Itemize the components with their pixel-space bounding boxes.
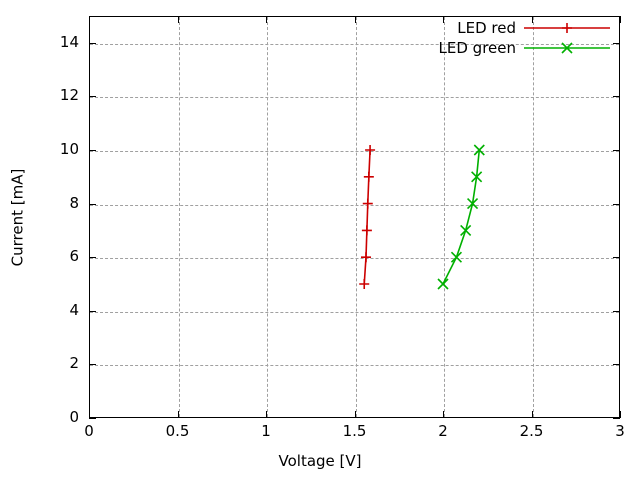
legend-item-label: LED green	[438, 39, 516, 57]
gridline-vertical	[267, 17, 268, 417]
legend-sample-graphic	[524, 42, 610, 54]
y-axis-title: Current [mA]	[8, 168, 27, 267]
x-tick-mark	[354, 16, 356, 23]
legend-item: LED red	[400, 18, 610, 38]
x-tick-label: 2.5	[519, 422, 544, 440]
y-tick-mark	[613, 418, 620, 419]
gridline-vertical	[532, 17, 534, 417]
y-tick-mark	[89, 418, 96, 419]
legend: LED red LED green	[400, 18, 610, 58]
y-tick-mark	[613, 150, 620, 151]
x-tick-mark	[531, 411, 533, 418]
y-tick-label: 8	[69, 193, 79, 212]
gridline-horizontal	[90, 365, 619, 367]
x-tick-label: 1.5	[342, 422, 367, 440]
y-tick-mark	[613, 203, 620, 205]
x-tick-mark	[89, 411, 90, 418]
y-tick-label: 14	[59, 32, 79, 51]
gridline-horizontal	[90, 311, 619, 313]
x-tick-label: 0	[84, 422, 94, 440]
gridline-horizontal	[90, 151, 619, 152]
gridline-vertical	[444, 17, 445, 417]
legend-sample-graphic	[524, 23, 610, 33]
y-tick-label: 4	[69, 300, 79, 319]
y-tick-label: 0	[69, 408, 79, 426]
x-tick-mark	[266, 411, 267, 418]
x-tick-label: 1	[261, 422, 271, 440]
x-tick-mark	[620, 16, 621, 23]
y-tick-mark	[89, 257, 96, 259]
y-tick-mark	[613, 42, 620, 44]
x-tick-mark	[89, 16, 90, 23]
y-tick-mark	[613, 310, 620, 312]
y-tick-mark	[613, 96, 620, 98]
y-tick-mark	[89, 150, 96, 151]
y-tick-mark	[89, 42, 96, 44]
y-tick-mark	[613, 364, 620, 366]
y-tick-label: 6	[69, 247, 79, 266]
y-tick-label: 2	[69, 354, 79, 373]
x-tick-mark	[177, 16, 179, 23]
x-tick-mark	[443, 411, 444, 418]
x-tick-mark	[354, 411, 356, 418]
x-tick-mark	[531, 16, 533, 23]
gridline-horizontal	[90, 204, 619, 206]
gridline-horizontal	[90, 97, 619, 99]
x-tick-mark	[443, 16, 444, 23]
x-axis-title: Voltage [V]	[278, 452, 362, 470]
y-tick-mark	[89, 96, 96, 98]
y-tick-mark	[613, 257, 620, 259]
legend-item: LED green	[400, 38, 610, 58]
x-tick-mark	[177, 411, 179, 418]
x-tick-label: 3	[615, 422, 625, 440]
legend-item-sample	[524, 18, 610, 38]
x-tick-label: 2	[438, 422, 448, 440]
x-tick-mark	[620, 411, 621, 418]
gridline-horizontal	[90, 43, 619, 45]
x-tick-label: 0.5	[165, 422, 190, 440]
y-tick-mark	[89, 310, 96, 312]
plot-area	[89, 16, 620, 418]
x-tick-mark	[266, 16, 267, 23]
y-tick-label: 10	[59, 140, 79, 158]
gridline-horizontal	[90, 258, 619, 260]
legend-item-label: LED red	[457, 19, 516, 37]
gridline-vertical	[178, 17, 180, 417]
gridline-vertical	[355, 17, 357, 417]
y-tick-mark	[89, 203, 96, 205]
y-tick-label: 12	[59, 86, 79, 105]
y-tick-mark	[89, 364, 96, 366]
legend-item-sample	[524, 38, 610, 58]
